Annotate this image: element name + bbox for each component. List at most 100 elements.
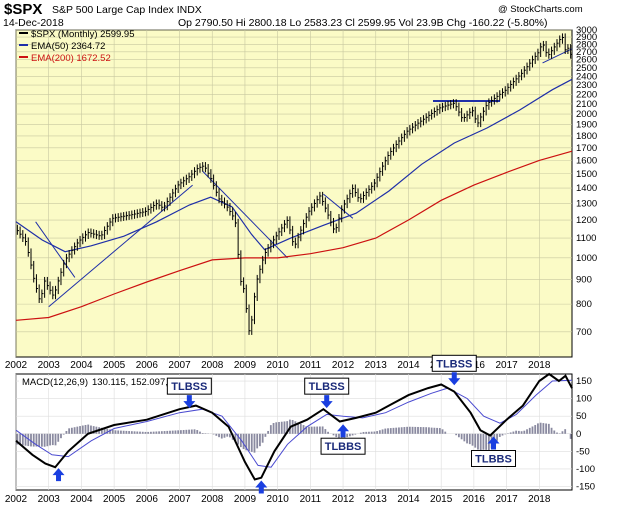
macd-histogram-bar xyxy=(419,427,422,434)
price-y-tick-label: 2600 xyxy=(576,55,597,66)
macd-y-tick-label: -100 xyxy=(576,464,595,475)
macd-histogram-bar xyxy=(174,430,177,434)
macd-histogram-bar xyxy=(245,433,248,451)
annotation-label: TLBBS xyxy=(475,454,512,466)
macd-histogram-bar xyxy=(547,423,550,434)
price-x-tick-label: 2011 xyxy=(300,360,322,371)
macd-histogram-bar xyxy=(253,433,256,453)
macd-signal-line xyxy=(15,379,573,468)
macd-x-tick-label: 2002 xyxy=(5,494,28,505)
price-y-tick-label: 1400 xyxy=(576,183,597,194)
macd-histogram-bar xyxy=(348,433,351,437)
macd-histogram-bar xyxy=(188,429,190,434)
macd-histogram-bar xyxy=(43,433,46,447)
price-x-tick-label: 2005 xyxy=(103,360,126,371)
macd-histogram-bar xyxy=(425,427,428,434)
macd-histogram-bar xyxy=(433,427,436,434)
macd-histogram-bar xyxy=(166,430,169,434)
macd-histogram-bar xyxy=(90,425,92,434)
price-y-tick-label: 1900 xyxy=(576,120,597,131)
macd-histogram-bar xyxy=(534,425,537,434)
macd-histogram-bar xyxy=(275,422,278,434)
macd-histogram-bar xyxy=(106,428,109,434)
macd-histogram-bar xyxy=(368,431,370,434)
macd-histogram-bar xyxy=(229,433,231,438)
macd-histogram-bar xyxy=(84,424,87,434)
macd-histogram-bar xyxy=(220,433,223,439)
macd-histogram-bar xyxy=(49,433,51,446)
macd-histogram-bar xyxy=(280,421,283,434)
macd-histogram-bar xyxy=(460,433,463,440)
macd-histogram-bar xyxy=(414,426,417,434)
series-line-ema50 xyxy=(15,78,573,253)
macd-y-tick-label: -50 xyxy=(576,446,590,457)
macd-histogram-bar xyxy=(354,433,357,435)
price-y-tick-label: 900 xyxy=(576,275,592,286)
macd-histogram-bar xyxy=(272,423,275,434)
macd-histogram-bar xyxy=(504,433,507,435)
macd-histogram-bar xyxy=(545,423,548,434)
macd-histogram-bar xyxy=(501,433,504,436)
price-y-tick-label: 2300 xyxy=(576,80,597,91)
price-x-tick-label: 2017 xyxy=(495,360,518,371)
macd-histogram-bar xyxy=(305,426,308,434)
annotation-label-box xyxy=(471,450,517,468)
legend-entry: $SPX (Monthly) 2599.95 xyxy=(31,29,135,40)
legend-swatch xyxy=(19,56,28,58)
macd-histogram-bar xyxy=(338,433,340,439)
macd-histogram-bar xyxy=(21,433,24,446)
annotation: TLBBS xyxy=(471,436,517,468)
macd-histogram-bar xyxy=(351,433,354,436)
macd-histogram-bar xyxy=(395,427,398,434)
macd-histogram-bar xyxy=(417,426,419,434)
price-y-tick-label: 1600 xyxy=(576,155,597,166)
macd-histogram-bar xyxy=(539,422,542,434)
macd-histogram-bar xyxy=(250,433,253,452)
macd-histogram-bar xyxy=(561,431,564,434)
annotation-arrow-down xyxy=(183,395,196,409)
macd-histogram-bar xyxy=(564,429,567,434)
macd-histogram-bar xyxy=(556,432,558,434)
macd-histogram-bar xyxy=(128,431,131,434)
macd-y-tick-label: 150 xyxy=(576,376,592,387)
macd-histogram-bar xyxy=(218,433,220,438)
macd-histogram-bar xyxy=(30,433,32,447)
macd-histogram-bar xyxy=(428,427,430,434)
macd-x-tick-label: 2018 xyxy=(528,494,551,505)
price-y-tick-label: 1100 xyxy=(576,233,596,244)
macd-histogram-bar xyxy=(520,431,523,434)
macd-histogram-bar xyxy=(441,429,444,434)
macd-histogram-bar xyxy=(365,431,368,434)
price-x-tick-label: 2014 xyxy=(397,360,420,371)
price-y-tick-label: 2100 xyxy=(576,99,597,110)
macd-histogram-bar xyxy=(125,430,128,434)
macd-histogram-bar xyxy=(392,427,395,434)
macd-histogram-bar xyxy=(117,430,120,434)
price-y-tick-label: 2000 xyxy=(576,109,597,120)
macd-x-tick-label: 2010 xyxy=(267,494,290,505)
macd-x-tick-label: 2007 xyxy=(168,494,191,505)
chart-date: 14-Dec-2018 xyxy=(3,17,64,29)
annotation-arrow-up xyxy=(487,436,500,450)
macd-histogram-bar xyxy=(324,429,327,434)
macd-histogram-bar xyxy=(152,431,155,434)
macd-histogram-bar xyxy=(310,426,313,434)
annotation-label-box xyxy=(431,354,477,372)
macd-histogram-bar xyxy=(248,433,250,452)
security-name: S&P 500 Large Cap Index INDX xyxy=(52,4,202,16)
macd-histogram-bar xyxy=(139,431,141,434)
macd-histogram-bar xyxy=(16,433,19,445)
macd-histogram-bar xyxy=(378,430,381,434)
price-y-tick-label: 1000 xyxy=(576,253,597,264)
macd-histogram-bar xyxy=(498,433,501,437)
macd-histogram-bar xyxy=(455,433,458,436)
macd-histogram-bar xyxy=(62,433,65,435)
annotation: TLBSS xyxy=(431,354,477,386)
price-y-tick-label: 2200 xyxy=(576,89,597,100)
annotation: TLBSS xyxy=(166,377,212,409)
macd-histogram-bar xyxy=(54,433,57,446)
macd-histogram-bar xyxy=(179,430,182,434)
macd-y-tick-label: 100 xyxy=(576,394,592,405)
macd-histogram-bar xyxy=(299,423,302,434)
